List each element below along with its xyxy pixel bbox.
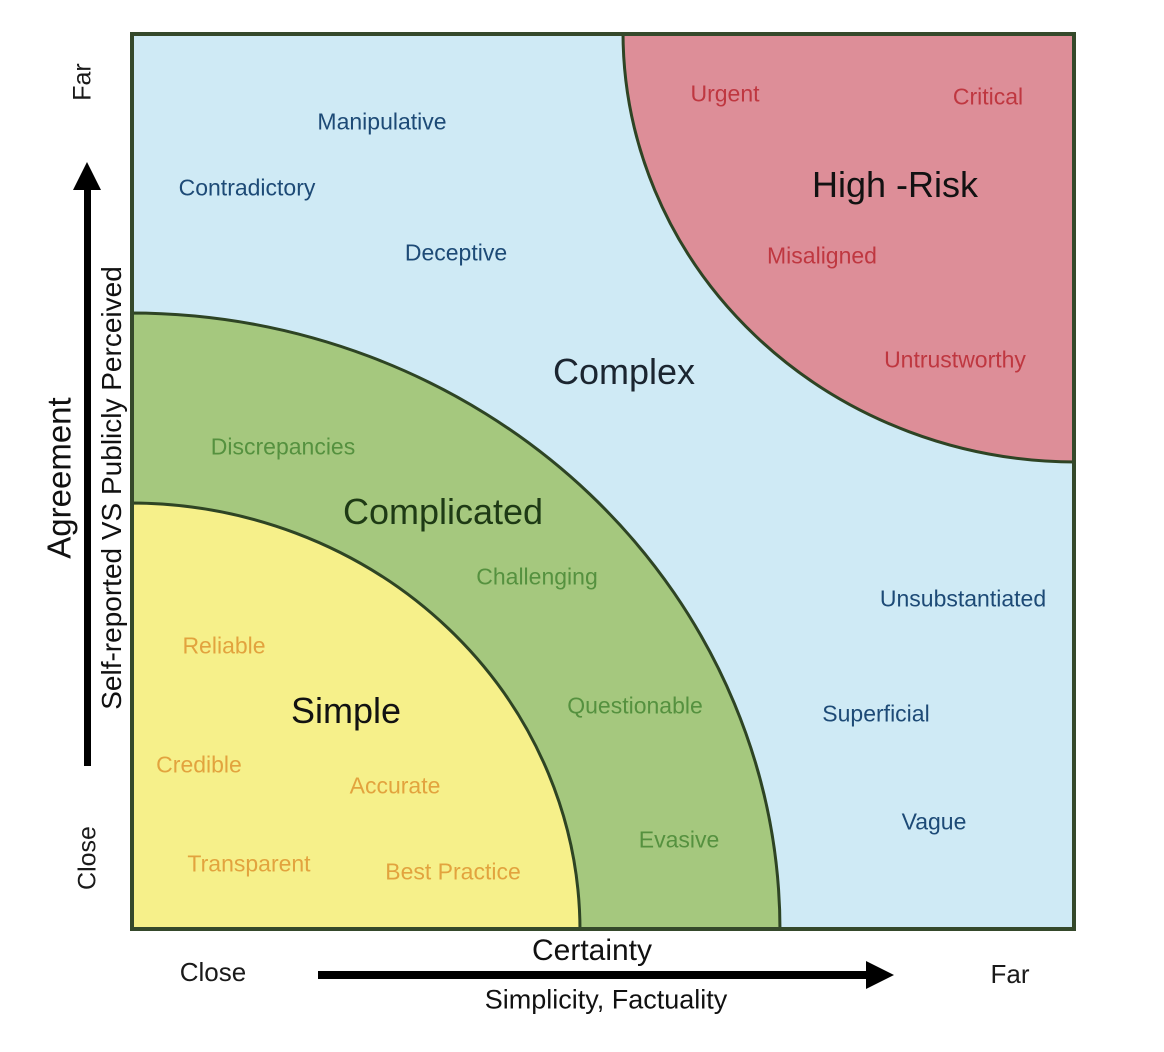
label-best-practice: Best Practice: [385, 858, 521, 885]
label-transparent: Transparent: [187, 850, 311, 877]
y-axis-arrow-head-icon: [73, 162, 101, 190]
label-vague: Vague: [901, 808, 967, 835]
x-axis-min-label: Close: [179, 957, 247, 987]
label-misaligned: Misaligned: [767, 242, 877, 269]
label-urgent: Urgent: [690, 80, 760, 107]
label-unsubstantiated: Unsubstantiated: [879, 585, 1047, 612]
label-manipulative: Manipulative: [317, 108, 447, 135]
y-axis-arrow-shaft: [84, 188, 91, 766]
zone-title-complicated: Complicated: [342, 491, 544, 532]
y-axis-max-label: Far: [68, 63, 97, 101]
region-simple: [130, 501, 582, 931]
label-evasive: Evasive: [638, 826, 720, 853]
zone-title-high-risk: High -Risk: [811, 164, 979, 205]
label-challenging: Challenging: [476, 563, 598, 590]
x-axis-subtitle: Simplicity, Factuality: [484, 984, 728, 1015]
label-deceptive: Deceptive: [404, 239, 508, 266]
zone-title-simple: Simple: [290, 690, 402, 731]
label-critical: Critical: [952, 83, 1024, 110]
label-reliable: Reliable: [182, 632, 266, 659]
label-untrustworthy: Untrustworthy: [884, 346, 1026, 373]
label-contradictory: Contradictory: [178, 174, 316, 201]
label-questionable: Questionable: [567, 692, 703, 719]
plot-border: [130, 32, 1076, 931]
label-credible: Credible: [156, 751, 242, 778]
x-axis-max-label: Far: [990, 959, 1030, 989]
label-superficial: Superficial: [822, 700, 930, 727]
y-axis-title: Agreement: [40, 397, 78, 559]
zone-title-complex: Complex: [552, 351, 696, 392]
x-axis-arrow-head-icon: [866, 961, 894, 989]
x-axis-title: Certainty: [531, 934, 653, 967]
region-high-risk: [621, 32, 1076, 464]
matrix-plot-area: [130, 32, 1076, 931]
label-discrepancies: Discrepancies: [210, 433, 356, 460]
label-accurate: Accurate: [349, 772, 441, 799]
y-axis-min-label: Close: [73, 826, 102, 890]
y-axis-subtitle: Self-reported VS Publicly Perceived: [96, 266, 127, 710]
x-axis-arrow-shaft: [318, 971, 868, 979]
